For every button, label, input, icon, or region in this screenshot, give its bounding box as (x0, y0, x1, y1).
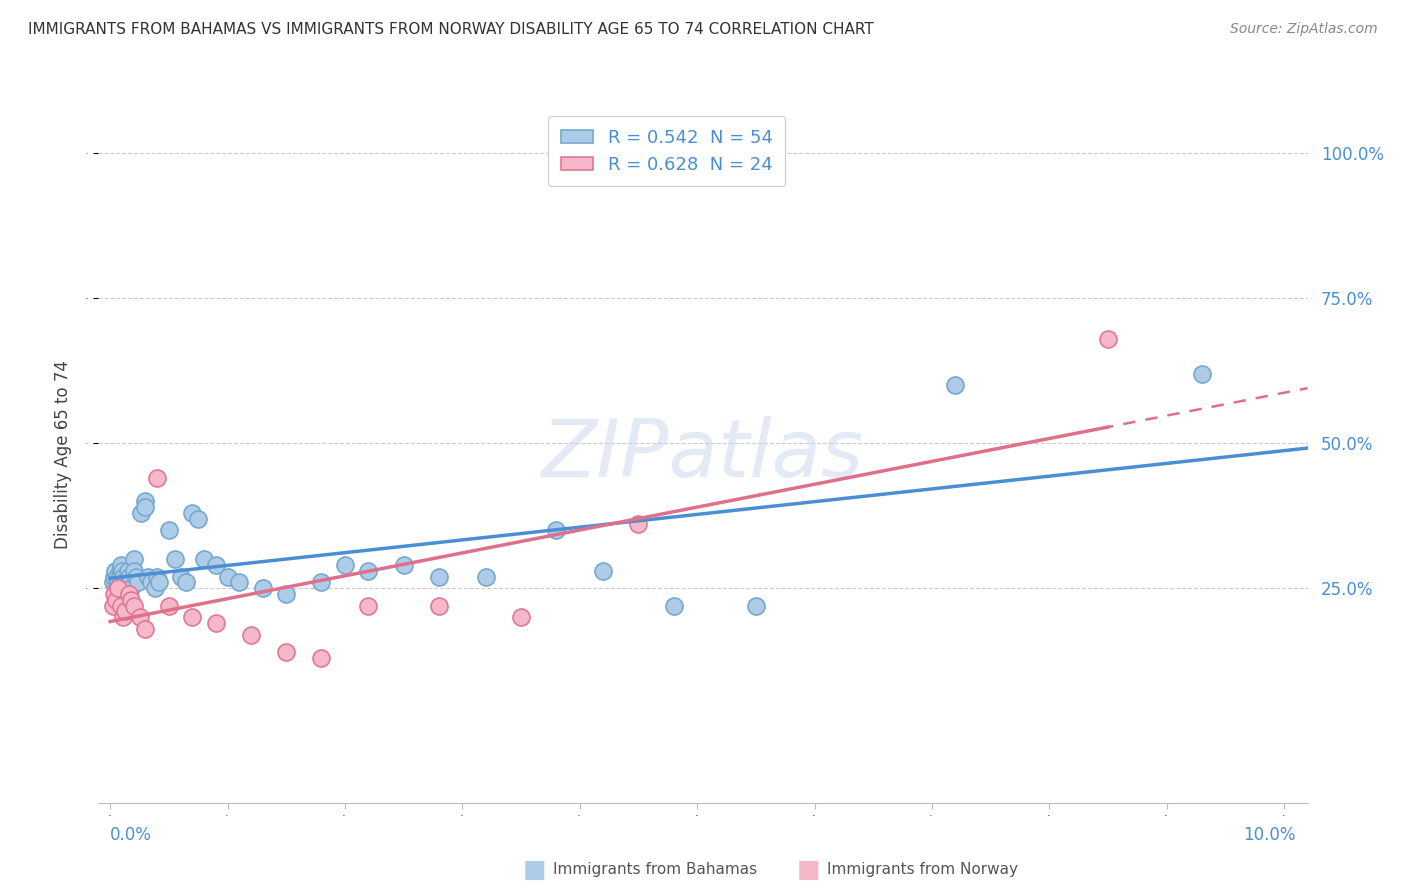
Point (105, 570, 128, 584)
Point (252, 582, 274, 596)
Point (193, 552, 215, 566)
Point (157, 523, 180, 537)
Point (110, 558, 132, 573)
Point (427, 599, 450, 613)
Point (125, 570, 148, 584)
Point (101, 599, 124, 613)
Point (115, 587, 138, 601)
Point (107, 575, 129, 590)
Point (311, 651, 333, 665)
Point (945, 378, 967, 392)
Point (169, 570, 191, 584)
Point (134, 500, 156, 514)
Point (107, 582, 129, 596)
Point (120, 582, 142, 596)
Point (392, 558, 415, 573)
Point (101, 575, 124, 590)
Point (114, 605, 136, 619)
Text: Source: ZipAtlas.com: Source: ZipAtlas.com (1230, 22, 1378, 37)
Point (187, 511, 209, 525)
Point (103, 587, 125, 601)
Point (745, 599, 768, 613)
Point (127, 575, 149, 590)
Y-axis label: Disability Age 65 to 74: Disability Age 65 to 74 (53, 360, 72, 549)
Point (105, 592, 128, 607)
Point (118, 570, 141, 584)
Point (181, 506, 204, 520)
Text: 10.0%: 10.0% (1243, 826, 1296, 844)
Point (427, 570, 450, 584)
Point (662, 599, 685, 613)
Point (163, 552, 186, 566)
Point (592, 564, 614, 578)
Point (627, 517, 650, 532)
Point (134, 622, 156, 636)
Point (276, 587, 298, 601)
Point (134, 494, 156, 508)
Point (276, 645, 298, 659)
Point (143, 582, 166, 596)
Point (112, 575, 135, 590)
Point (128, 610, 150, 624)
Point (122, 552, 145, 566)
Point (475, 570, 498, 584)
Point (146, 471, 169, 485)
Point (157, 599, 180, 613)
Point (112, 610, 135, 624)
Text: Immigrants from Bahamas: Immigrants from Bahamas (553, 863, 756, 877)
Point (148, 575, 170, 590)
Point (1097, 332, 1119, 346)
Point (114, 582, 136, 596)
Point (333, 558, 356, 573)
Point (1191, 367, 1213, 381)
Point (103, 570, 125, 584)
Point (122, 564, 145, 578)
Point (357, 599, 380, 613)
Point (122, 599, 145, 613)
Point (136, 570, 159, 584)
Point (204, 615, 226, 630)
Point (141, 575, 163, 590)
Point (311, 575, 333, 590)
Point (176, 575, 198, 590)
Text: ■: ■ (797, 858, 820, 881)
Point (112, 570, 135, 584)
Text: ZIPatlas: ZIPatlas (541, 416, 865, 494)
Point (105, 582, 128, 596)
Point (108, 564, 131, 578)
Point (357, 564, 380, 578)
Text: ■: ■ (523, 858, 546, 881)
Point (108, 570, 131, 584)
Point (204, 558, 226, 573)
Text: Immigrants from Norway: Immigrants from Norway (827, 863, 1018, 877)
Point (120, 592, 142, 607)
Point (181, 610, 204, 624)
Point (120, 575, 142, 590)
Point (104, 564, 127, 578)
Legend: R = 0.542  N = 54, R = 0.628  N = 24: R = 0.542 N = 54, R = 0.628 N = 24 (548, 116, 786, 186)
Point (110, 599, 132, 613)
Text: 0.0%: 0.0% (110, 826, 152, 844)
Point (117, 564, 139, 578)
Point (129, 506, 152, 520)
Point (111, 564, 134, 578)
Point (510, 610, 533, 624)
Point (240, 628, 263, 642)
Text: IMMIGRANTS FROM BAHAMAS VS IMMIGRANTS FROM NORWAY DISABILITY AGE 65 TO 74 CORREL: IMMIGRANTS FROM BAHAMAS VS IMMIGRANTS FR… (28, 22, 875, 37)
Point (118, 587, 141, 601)
Point (546, 523, 568, 537)
Point (228, 575, 250, 590)
Point (146, 570, 169, 584)
Point (217, 570, 239, 584)
